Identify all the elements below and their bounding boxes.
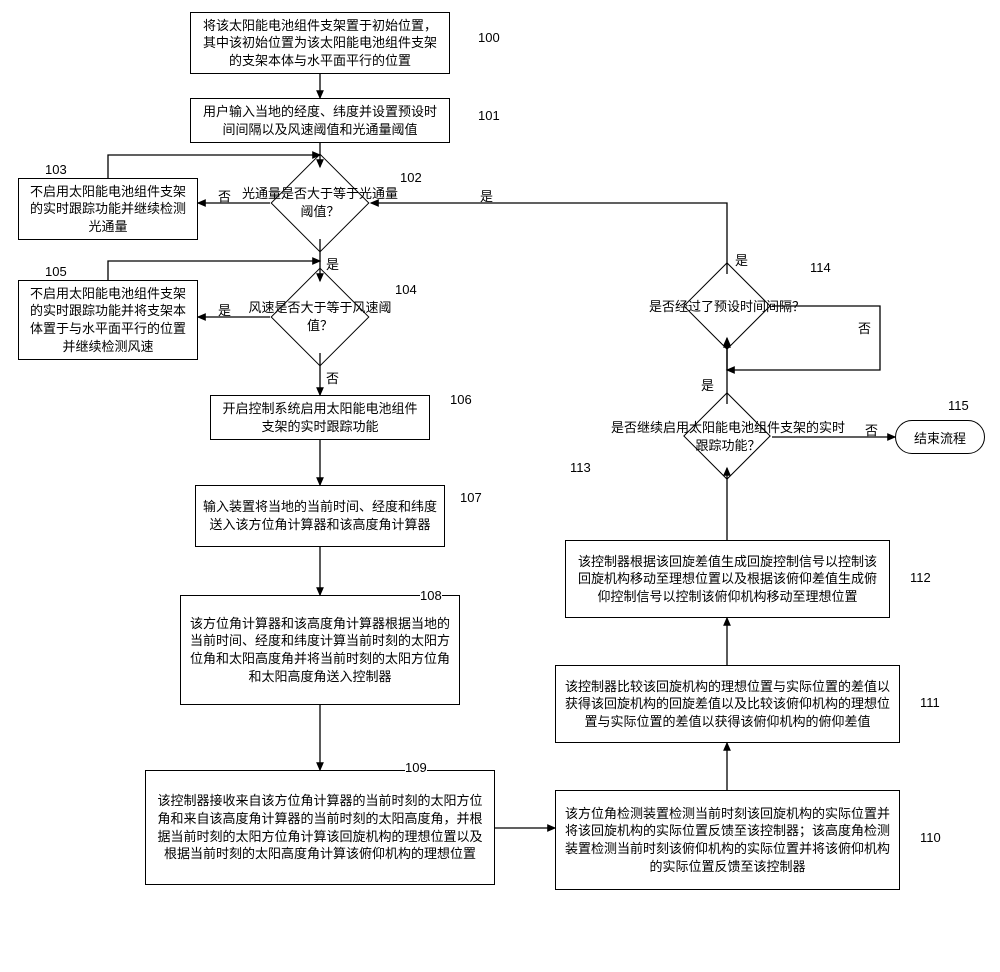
decision-114	[683, 262, 771, 350]
process-109: 该控制器接收来自该方位角计算器的当前时刻的太阳方位角和来自该高度角计算器的当前时…	[145, 770, 495, 885]
tag-107: 107	[460, 490, 482, 505]
edge-102-yes: 是	[326, 254, 339, 273]
label: 不启用太阳能电池组件支架的实时跟踪功能并将支架本体置于与水平面平行的位置并继续检…	[25, 285, 191, 355]
tag-115: 115	[948, 398, 969, 413]
decision-102	[271, 154, 370, 253]
edge-102-no: 否	[218, 186, 231, 205]
edge-104-yes: 是	[218, 300, 231, 319]
tag-111: 111	[920, 695, 940, 710]
tag-110: 110	[920, 830, 941, 845]
edge-114-yes-top: 是	[735, 250, 748, 269]
label: 开启控制系统启用太阳能电池组件支架的实时跟踪功能	[217, 400, 423, 435]
tag-101: 101	[478, 108, 500, 123]
tag-100: 100	[478, 30, 500, 45]
terminator-115: 结束流程	[895, 420, 985, 454]
label: 该方位角检测装置检测当前时刻该回旋机构的实际位置并将该回旋机构的实际位置反馈至该…	[562, 805, 893, 875]
label: 该方位角计算器和该高度角计算器根据当地的当前时间、经度和纬度计算当前时刻的太阳方…	[187, 615, 453, 685]
process-107: 输入装置将当地的当前时间、经度和纬度送入该方位角计算器和该高度角计算器	[195, 485, 445, 547]
tag-109: 109	[405, 760, 427, 775]
process-110: 该方位角检测装置检测当前时刻该回旋机构的实际位置并将该回旋机构的实际位置反馈至该…	[555, 790, 900, 890]
label: 结束流程	[914, 428, 966, 447]
label: 用户输入当地的经度、纬度并设置预设时间间隔以及风速阈值和光通量阈值	[197, 103, 443, 138]
tag-114: 114	[810, 260, 831, 275]
edge-113-yes: 是	[701, 375, 714, 394]
tag-113: 113	[570, 460, 591, 475]
decision-104	[271, 268, 370, 367]
label: 该控制器比较该回旋机构的理想位置与实际位置的差值以获得该回旋机构的回旋差值以及比…	[562, 678, 893, 731]
decision-113	[683, 392, 771, 480]
process-111: 该控制器比较该回旋机构的理想位置与实际位置的差值以获得该回旋机构的回旋差值以及比…	[555, 665, 900, 743]
process-103: 不启用太阳能电池组件支架的实时跟踪功能并继续检测光通量	[18, 178, 198, 240]
tag-104: 104	[395, 282, 417, 297]
label: 输入装置将当地的当前时间、经度和纬度送入该方位角计算器和该高度角计算器	[202, 498, 438, 533]
process-105: 不启用太阳能电池组件支架的实时跟踪功能并将支架本体置于与水平面平行的位置并继续检…	[18, 280, 198, 360]
process-101: 用户输入当地的经度、纬度并设置预设时间间隔以及风速阈值和光通量阈值	[190, 98, 450, 143]
process-100: 将该太阳能电池组件支架置于初始位置，其中该初始位置为该太阳能电池组件支架的支架本…	[190, 12, 450, 74]
tag-103: 103	[45, 162, 67, 177]
label: 不启用太阳能电池组件支架的实时跟踪功能并继续检测光通量	[25, 183, 191, 236]
tag-102: 102	[400, 170, 422, 185]
edge-top-yes: 是	[480, 186, 493, 205]
process-108: 该方位角计算器和该高度角计算器根据当地的当前时间、经度和纬度计算当前时刻的太阳方…	[180, 595, 460, 705]
tag-108: 108	[420, 588, 442, 603]
edge-104-no: 否	[326, 368, 339, 387]
process-106: 开启控制系统启用太阳能电池组件支架的实时跟踪功能	[210, 395, 430, 440]
label: 将该太阳能电池组件支架置于初始位置，其中该初始位置为该太阳能电池组件支架的支架本…	[197, 17, 443, 70]
tag-112: 112	[910, 570, 931, 585]
tag-106: 106	[450, 392, 472, 407]
label: 该控制器根据该回旋差值生成回旋控制信号以控制该回旋机构移动至理想位置以及根据该俯…	[572, 553, 883, 606]
tag-105: 105	[45, 264, 67, 279]
edge-113-no: 否	[865, 420, 878, 439]
edge-114-no: 否	[858, 318, 871, 337]
label: 该控制器接收来自该方位角计算器的当前时刻的太阳方位角和来自该高度角计算器的当前时…	[152, 792, 488, 862]
process-112: 该控制器根据该回旋差值生成回旋控制信号以控制该回旋机构移动至理想位置以及根据该俯…	[565, 540, 890, 618]
